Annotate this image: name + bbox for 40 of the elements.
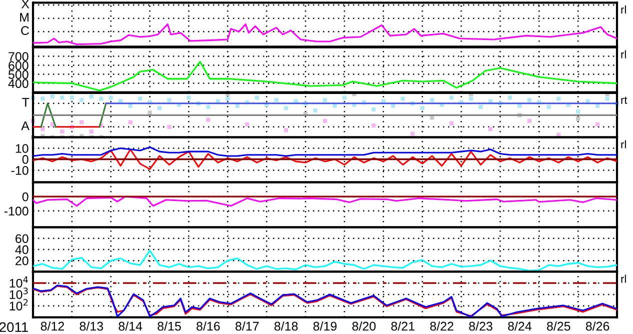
- x-tick-label: 8/19: [313, 321, 337, 331]
- x-tick-label: 8/21: [391, 321, 414, 331]
- text: rl: [621, 140, 626, 148]
- x-tick-label: 8/15: [158, 321, 181, 331]
- text: rl: [621, 5, 626, 14]
- x-tick-label: 8/25: [546, 321, 570, 331]
- y-tick-label: 60: [16, 234, 28, 244]
- y-tick-label: -100: [4, 206, 28, 216]
- x-tick-label: 8/23: [469, 321, 492, 331]
- y-tick-label: 0: [22, 192, 28, 202]
- y-tick-label: 10$^{3}$: [10, 288, 28, 300]
- ref-line-label: C: [21, 26, 30, 36]
- y-tick-label: 600: [8, 61, 28, 70]
- ref-line-label: X: [21, 0, 30, 8]
- x-tick-label: 8/20: [352, 321, 376, 331]
- x-tick-label: 8/24: [508, 321, 532, 331]
- y-tick-label: 10$^{2}$: [10, 299, 28, 310]
- x-tick-label: 8/17: [236, 321, 259, 331]
- ref-line-label: T: [22, 98, 30, 107]
- x-tick-label: 8/12: [40, 321, 64, 331]
- x-tick-label: 8/14: [118, 321, 142, 331]
- x-tick-label: 8/18: [274, 321, 298, 331]
- y-tick-label: 10: [16, 144, 28, 153]
- x-tick-label: 8/16: [196, 321, 220, 331]
- y-tick-label: 500: [8, 70, 28, 79]
- y-tick-label: 0: [22, 155, 28, 164]
- y-tick-label: 700: [8, 52, 28, 61]
- ref-line-label: M: [20, 12, 28, 22]
- y-tick-label: 10$^{4}$: [10, 276, 28, 288]
- x-tick-label: 8/26: [586, 321, 610, 331]
- x-tick-label: 8/22: [430, 321, 454, 331]
- y-tick-label: 20: [16, 256, 28, 266]
- text: rl: [621, 274, 626, 283]
- text: rl: [621, 50, 626, 58]
- y-tick-label: 40: [15, 245, 28, 254]
- y-tick-label: -10: [11, 166, 28, 175]
- ref-line-label: A: [21, 122, 30, 130]
- y-tick-label: 400: [8, 79, 28, 88]
- x-tick-label: 8/13: [80, 321, 104, 331]
- text: rt: [621, 96, 628, 104]
